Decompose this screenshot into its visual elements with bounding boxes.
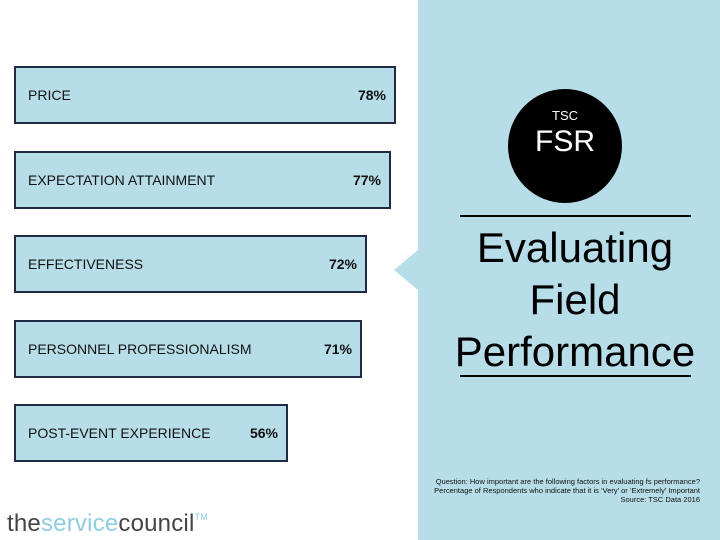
bar-value-label: 71% — [323, 341, 352, 357]
footnote-definition: Percentage of Respondents who indicate t… — [434, 486, 700, 495]
bar-category-label: PERSONNEL PROFESSIONALISM — [28, 341, 252, 357]
bar-4: PERSONNEL PROFESSIONALISM 71% — [14, 320, 362, 378]
bar-5: POST-EVENT EXPERIENCE 56% — [14, 404, 288, 462]
logo: theservicecouncilTM — [7, 510, 208, 538]
tsc-fsr-badge: TSC FSR — [508, 89, 622, 203]
footnote-source: Source: TSC Data 2016 — [620, 495, 701, 504]
bar-category-label: POST-EVENT EXPERIENCE — [28, 425, 211, 441]
bar-category-label: EXPECTATION ATTAINMENT — [28, 172, 216, 188]
page-title: Evaluating Field Performance — [436, 222, 714, 378]
bar-category-label: EFFECTIVENESS — [28, 256, 144, 272]
logo-service: service — [40, 510, 119, 537]
bar-1: PRICE 78% — [14, 66, 396, 124]
bar-2: EXPECTATION ATTAINMENT 77% — [14, 151, 391, 209]
callout-pointer — [394, 250, 418, 290]
bar-value-label: 56% — [249, 425, 278, 441]
title-rule-bottom — [460, 375, 691, 377]
logo-trademark: TM — [194, 512, 208, 522]
footnote-question: Question: How important are the followin… — [435, 477, 700, 486]
badge-main-text: FSR — [535, 125, 595, 158]
bar-value-label: 78% — [357, 87, 386, 103]
bar-category-label: PRICE — [28, 87, 71, 103]
bar-3: EFFECTIVENESS 72% — [14, 235, 367, 293]
title-line-1: Evaluating — [476, 224, 674, 271]
footnote: Question: How important are the followin… — [424, 477, 700, 504]
badge-top-text: TSC — [552, 108, 578, 123]
bar-value-label: 72% — [328, 256, 357, 272]
logo-council: council — [118, 510, 195, 537]
title-line-3: Performance — [454, 328, 696, 375]
title-rule-top — [460, 215, 691, 217]
logo-the: the — [7, 510, 41, 537]
bar-value-label: 77% — [352, 172, 381, 188]
title-line-2: Field — [529, 276, 621, 323]
